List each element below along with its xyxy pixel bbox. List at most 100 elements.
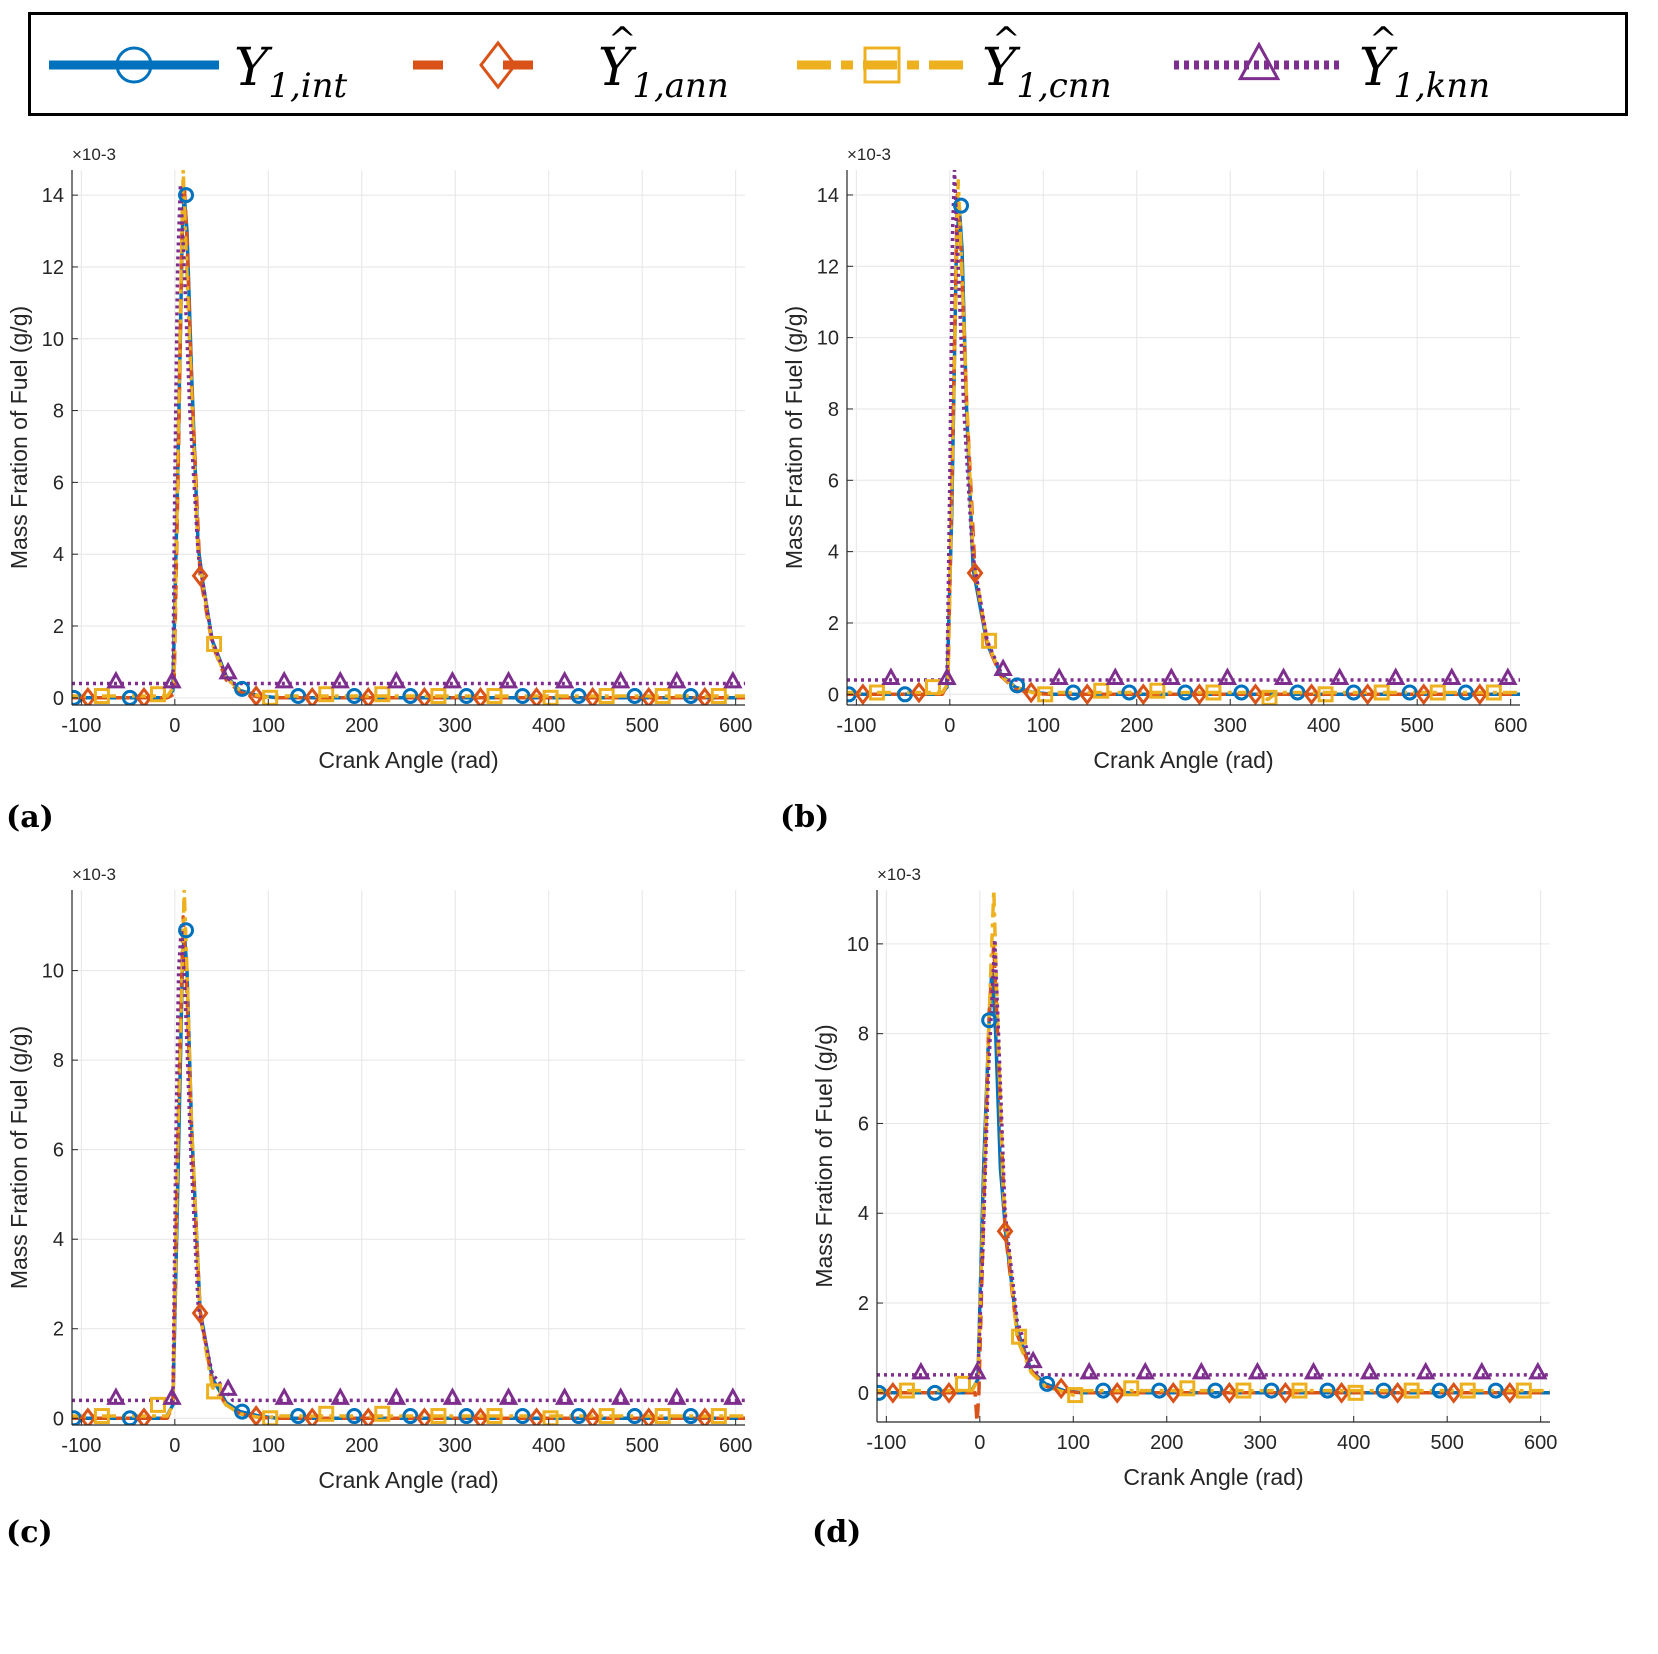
data-marker-cnn xyxy=(710,1408,727,1425)
data-marker-cnn xyxy=(374,686,391,703)
x-tick-label: 500 xyxy=(625,1435,658,1457)
data-marker-knn xyxy=(498,670,519,689)
data-marker-int xyxy=(402,1408,419,1425)
x-tick-label: 500 xyxy=(1430,1432,1463,1454)
data-marker-ann xyxy=(1389,1381,1407,1404)
data-marker-cnn xyxy=(262,689,279,705)
data-marker-knn xyxy=(667,670,687,689)
data-marker-knn xyxy=(1273,667,1294,685)
x-tick-label: 600 xyxy=(1494,715,1527,737)
x-tick-label: 100 xyxy=(1027,715,1060,737)
legend: Y1,int Y1,ann ^ Y1,cnn ^ Y1,knn ^ xyxy=(28,12,1628,116)
data-marker-ann xyxy=(940,1381,958,1404)
data-marker-ann xyxy=(303,1407,321,1425)
data-marker-cnn xyxy=(1347,1384,1364,1401)
series-line-knn xyxy=(847,170,1520,682)
data-marker-knn xyxy=(162,1387,182,1405)
x-axis-label: Crank Angle (rad) xyxy=(1123,1464,1303,1490)
data-marker-int xyxy=(458,688,475,705)
data-marker-ann xyxy=(884,1381,902,1404)
data-marker-int xyxy=(458,1408,475,1425)
data-marker-int xyxy=(1289,684,1306,701)
data-marker-ann xyxy=(966,562,984,584)
data-marker-ann xyxy=(1108,1381,1126,1404)
data-marker-knn xyxy=(1329,667,1350,685)
y-tick-label: 6 xyxy=(858,1113,869,1135)
x-tick-label: 100 xyxy=(252,1435,285,1457)
legend-marker-ann xyxy=(479,40,517,90)
data-marker-ann xyxy=(359,686,377,705)
x-tick-label: 0 xyxy=(944,715,955,737)
series-group xyxy=(847,170,1520,705)
legend-item-cnn: Y1,cnn^ xyxy=(797,20,1112,106)
data-marker-cnn xyxy=(542,689,559,705)
data-marker-knn xyxy=(881,667,901,685)
panel-label-a: (a) xyxy=(6,800,54,835)
x-tick-label: 400 xyxy=(1337,1432,1370,1454)
data-marker-knn xyxy=(442,670,463,689)
data-marker-int xyxy=(981,1012,998,1029)
series-line-knn xyxy=(72,924,745,1403)
data-marker-cnn xyxy=(1037,686,1054,703)
data-marker-knn xyxy=(610,670,631,689)
data-marker-cnn xyxy=(149,1396,166,1413)
x-tick-label: -100 xyxy=(61,1435,101,1457)
data-marker-ann xyxy=(79,686,97,705)
data-marker-int xyxy=(1263,1382,1280,1399)
chart-panel-d: -100 0 100 200 300 400 500 600 0 2 4 6 8 10 ×10-3 Crank… xyxy=(805,855,1575,1505)
data-marker-knn xyxy=(967,1361,987,1380)
data-marker-int xyxy=(570,688,587,705)
chart-c-svg: -100 0 100 200 300 400 500 600 0 2 4 6 8 10 ×10-3 Crank… xyxy=(6,865,752,1493)
y-tick-label: 10 xyxy=(847,934,869,956)
legend-item-int: Y1,int xyxy=(49,38,348,106)
data-marker-ann xyxy=(1164,1381,1182,1404)
data-marker-cnn xyxy=(1403,1382,1420,1399)
y-tick-label: 0 xyxy=(858,1383,869,1405)
x-axis-label: Crank Angle (rad) xyxy=(318,1467,498,1493)
data-marker-int xyxy=(346,688,363,705)
y-tick-label: 8 xyxy=(858,1024,869,1046)
data-marker-cnn xyxy=(1261,689,1278,705)
data-marker-cnn xyxy=(206,635,223,652)
axis-exponent: ×10-3 xyxy=(72,145,116,164)
data-marker-cnn xyxy=(954,1375,971,1392)
y-tick-label: 2 xyxy=(828,613,839,635)
data-marker-int xyxy=(1207,1382,1224,1399)
data-marker-int xyxy=(626,688,643,705)
data-marker-ann xyxy=(1501,1381,1519,1404)
data-marker-knn xyxy=(330,1387,350,1405)
axis-exponent: ×10-3 xyxy=(877,865,921,884)
data-marker-cnn xyxy=(318,1405,335,1422)
data-marker-ann xyxy=(1022,681,1040,704)
data-marker-ann xyxy=(1052,1377,1070,1400)
data-marker-int xyxy=(1009,677,1026,694)
data-marker-cnn xyxy=(710,688,727,705)
data-marker-cnn xyxy=(1123,1380,1140,1397)
y-tick-label: 6 xyxy=(53,472,64,494)
data-marker-ann xyxy=(1190,683,1208,705)
data-marker-knn xyxy=(106,1387,126,1405)
y-tick-label: 0 xyxy=(53,688,64,710)
data-marker-knn xyxy=(386,670,407,689)
data-marker-int xyxy=(570,1408,587,1425)
data-marker-int xyxy=(1345,684,1362,701)
y-axis-label: Mass Fration of Fuel (g/g) xyxy=(6,1026,32,1289)
data-marker-cnn xyxy=(1149,682,1166,699)
data-marker-cnn xyxy=(924,679,941,696)
x-axis-label: Crank Angle (rad) xyxy=(1093,747,1273,773)
y-tick-label: 8 xyxy=(828,399,839,421)
y-axis-label: Mass Fration of Fuel (g/g) xyxy=(811,1024,837,1287)
data-marker-int xyxy=(290,688,307,705)
legend-hat-ann: ^ xyxy=(608,20,637,60)
data-marker-int xyxy=(682,1408,699,1425)
y-tick-label: 0 xyxy=(53,1408,64,1430)
data-marker-ann xyxy=(854,683,872,705)
data-marker-knn xyxy=(1217,667,1238,685)
data-marker-ann xyxy=(1445,1381,1463,1404)
x-tick-label: 400 xyxy=(532,715,565,737)
data-marker-ann xyxy=(472,686,489,705)
x-tick-label: 300 xyxy=(439,1435,472,1457)
data-marker-knn xyxy=(937,667,957,685)
x-tick-label: 0 xyxy=(974,1432,985,1454)
data-marker-int xyxy=(896,686,913,703)
